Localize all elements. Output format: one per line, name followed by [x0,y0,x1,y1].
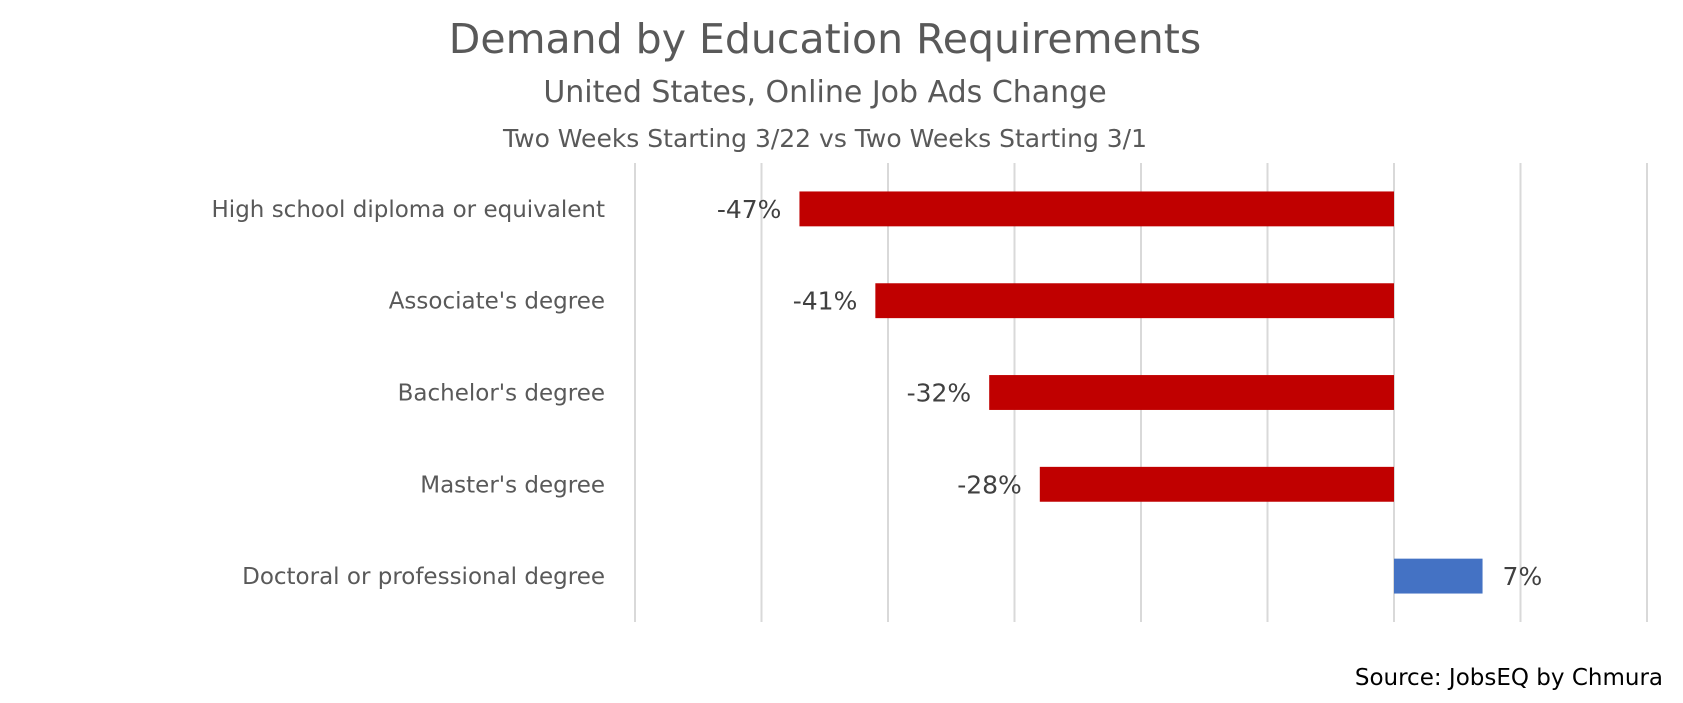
bar [799,191,1394,227]
bar [989,375,1394,410]
data-label: -41% [793,287,858,316]
bar [1039,466,1394,502]
category-labels: High school diploma or equivalent Associa… [212,197,605,590]
bar [875,283,1394,319]
category-label: Associate's degree [389,289,605,315]
category-label: Doctoral or professional degree [242,564,605,590]
bar [1394,558,1483,594]
data-label: 7% [1503,562,1543,591]
category-label: Bachelor's degree [398,381,605,407]
data-label: -28% [957,470,1022,499]
data-label: -47% [717,195,782,224]
source-note: Source: JobsEQ by Chmura [1354,665,1663,691]
chart-title: Demand by Education Requirements [448,15,1202,63]
chart-period-subtitle: Two Weeks Starting 3/22 vs Two Weeks Sta… [502,124,1148,153]
data-label: -32% [907,379,972,408]
chart-subtitle: United States, Online Job Ads Change [543,75,1107,110]
category-label: High school diploma or equivalent [212,197,605,223]
bars [799,191,1483,594]
category-label: Master's degree [420,472,605,498]
data-labels: -47% -41% -32% -28% 7% [717,195,1542,591]
